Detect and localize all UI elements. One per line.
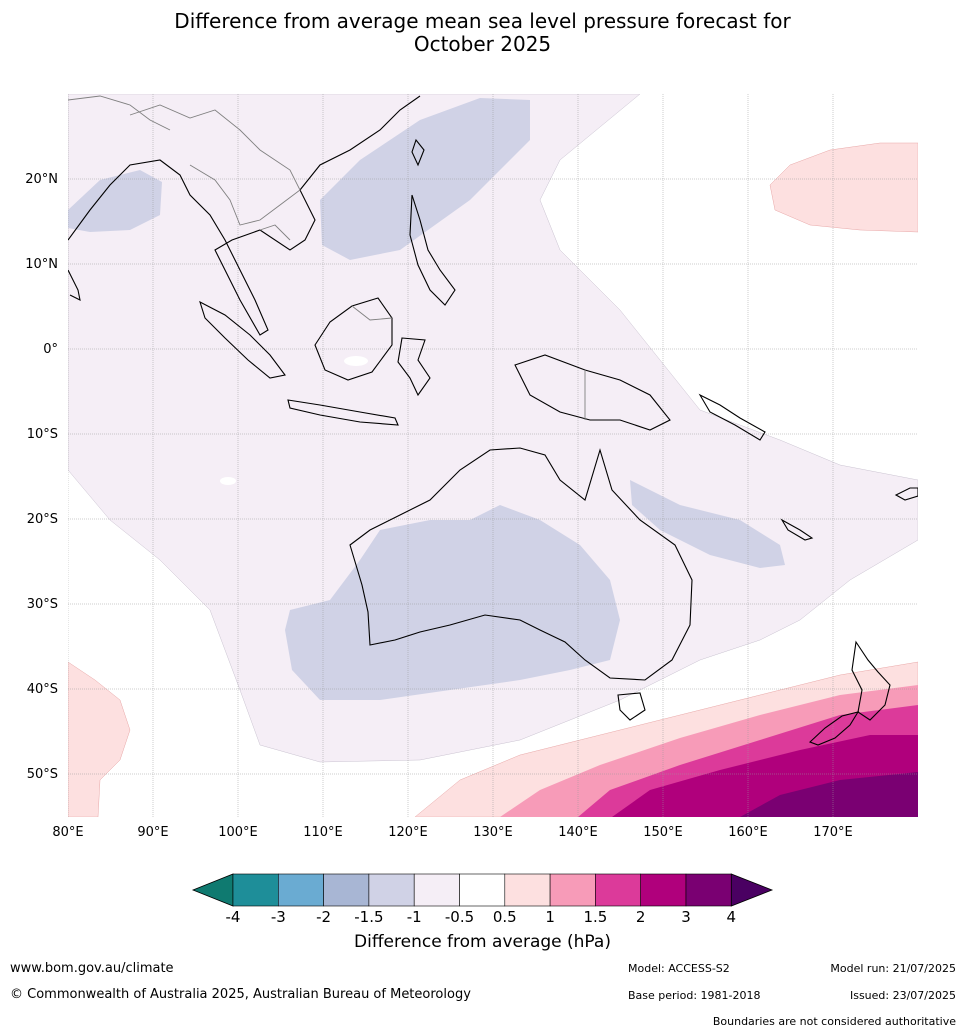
colorbar-swatch	[277, 873, 324, 907]
region-positive-05-north-pacific	[769, 142, 918, 233]
map-title: Difference from average mean sea level p…	[0, 10, 965, 56]
colorbar-swatch	[595, 873, 642, 907]
lon-label: 80°E	[52, 825, 83, 840]
region-negative-1-coral-sea	[630, 480, 785, 568]
colorbar-swatch	[549, 873, 596, 907]
anomaly-field	[68, 94, 918, 817]
colorbar-tick-label: 3	[681, 908, 691, 926]
colorbar-tick-label: -3	[271, 908, 286, 926]
new-caledonia-outline	[780, 518, 814, 541]
footer-issued: Issued: 23/07/2025	[849, 989, 956, 1002]
sulawesi-outline	[397, 337, 431, 397]
colorbar-tick-label: -4	[226, 908, 241, 926]
colorbar-label: Difference from average (hPa)	[354, 932, 611, 952]
colorbar-extend-min	[191, 873, 234, 907]
lat-label: 20°S	[27, 512, 58, 527]
tasmania-outline	[617, 692, 646, 721]
asia-mainland-coast	[68, 95, 421, 336]
region-negative-1-australia	[285, 505, 620, 700]
colorbar-swatch	[368, 873, 415, 907]
footer-base-period: Base period: 1981-2018	[628, 989, 761, 1002]
lat-label: 50°S	[27, 767, 58, 782]
colorbar-tick-label: -1.5	[354, 908, 383, 926]
lat-label: 40°S	[27, 682, 58, 697]
region-positive-05-southwest	[68, 661, 131, 817]
colorbar-swatch	[232, 873, 279, 907]
lon-label: 120°E	[388, 825, 428, 840]
title-line-2: October 2025	[413, 32, 552, 56]
lon-label: 130°E	[473, 825, 513, 840]
colorbar-tick-label: 0.5	[493, 908, 517, 926]
sumatra-outline	[199, 300, 286, 379]
colorbar-tick-label: -0.5	[445, 908, 474, 926]
new-guinea-outline	[514, 354, 671, 431]
lon-label: 90°E	[137, 825, 168, 840]
region-negative-1-west	[68, 170, 162, 232]
colorbar-tick-label: -2	[316, 908, 331, 926]
colorbar: -4 -3 -2 -1.5 -1 -0.5 0.5 1 1.5 2 3 4	[191, 873, 774, 926]
title-line-1: Difference from average mean sea level p…	[174, 9, 791, 33]
graticule	[68, 94, 918, 817]
lat-label: 10°S	[27, 427, 58, 442]
fiji-outline	[894, 487, 918, 501]
lat-label: 30°S	[27, 597, 58, 612]
colorbar-swatch	[685, 873, 732, 907]
colorbar-tick-label: 2	[636, 908, 646, 926]
region-positive-3	[740, 772, 918, 817]
lat-label: 10°N	[25, 257, 58, 272]
philippines-outline	[409, 194, 456, 306]
region-negative-1-sea	[320, 98, 530, 260]
colorbar-tick-label: -1	[407, 908, 422, 926]
lon-label: 140°E	[558, 825, 598, 840]
lat-label: 0°	[43, 342, 58, 357]
colorbar-swatch	[459, 873, 506, 907]
country-borders	[68, 95, 586, 420]
australia-outline	[349, 447, 693, 681]
footer-copyright: © Commonwealth of Australia 2025, Austra…	[10, 987, 471, 1002]
colorbar-tick-label: 1	[545, 908, 555, 926]
latitude-labels: 20°N 10°N 0° 10°S 20°S 30°S 40°S 50°S	[25, 172, 58, 782]
new-zealand-south-island	[808, 711, 860, 746]
colorbar-swatch	[323, 873, 370, 907]
lon-label: 170°E	[813, 825, 853, 840]
region-white-hole-1	[220, 477, 236, 485]
java-outline	[287, 399, 399, 426]
lon-label: 160°E	[728, 825, 768, 840]
new-zealand-north-island	[851, 640, 891, 721]
footer-model: Model: ACCESS-S2	[628, 962, 730, 975]
colorbar-swatch	[640, 873, 687, 907]
region-white-hole-2	[344, 356, 368, 366]
lat-label: 20°N	[25, 172, 58, 187]
colorbar-swatch	[504, 873, 551, 907]
solomon-islands-outline	[698, 393, 766, 441]
india-coast	[68, 269, 81, 301]
lon-label: 100°E	[218, 825, 258, 840]
taiwan-outline	[411, 138, 425, 167]
colorbar-tick-label: 4	[727, 908, 737, 926]
borneo-outline	[314, 297, 393, 381]
footer-model-run: Model run: 21/07/2025	[830, 962, 956, 975]
footer-disclaimer: Boundaries are not considered authoritat…	[712, 1015, 956, 1028]
lon-label: 110°E	[303, 825, 343, 840]
colorbar-extend-max	[730, 873, 774, 907]
coastlines	[68, 95, 918, 746]
lon-label: 150°E	[643, 825, 683, 840]
footer-url[interactable]: www.bom.gov.au/climate	[10, 961, 174, 976]
colorbar-swatch	[413, 873, 460, 907]
longitude-labels: 80°E 90°E 100°E 110°E 120°E 130°E 140°E 150°E 16…	[52, 825, 852, 840]
colorbar-tick-label: 1.5	[583, 908, 607, 926]
